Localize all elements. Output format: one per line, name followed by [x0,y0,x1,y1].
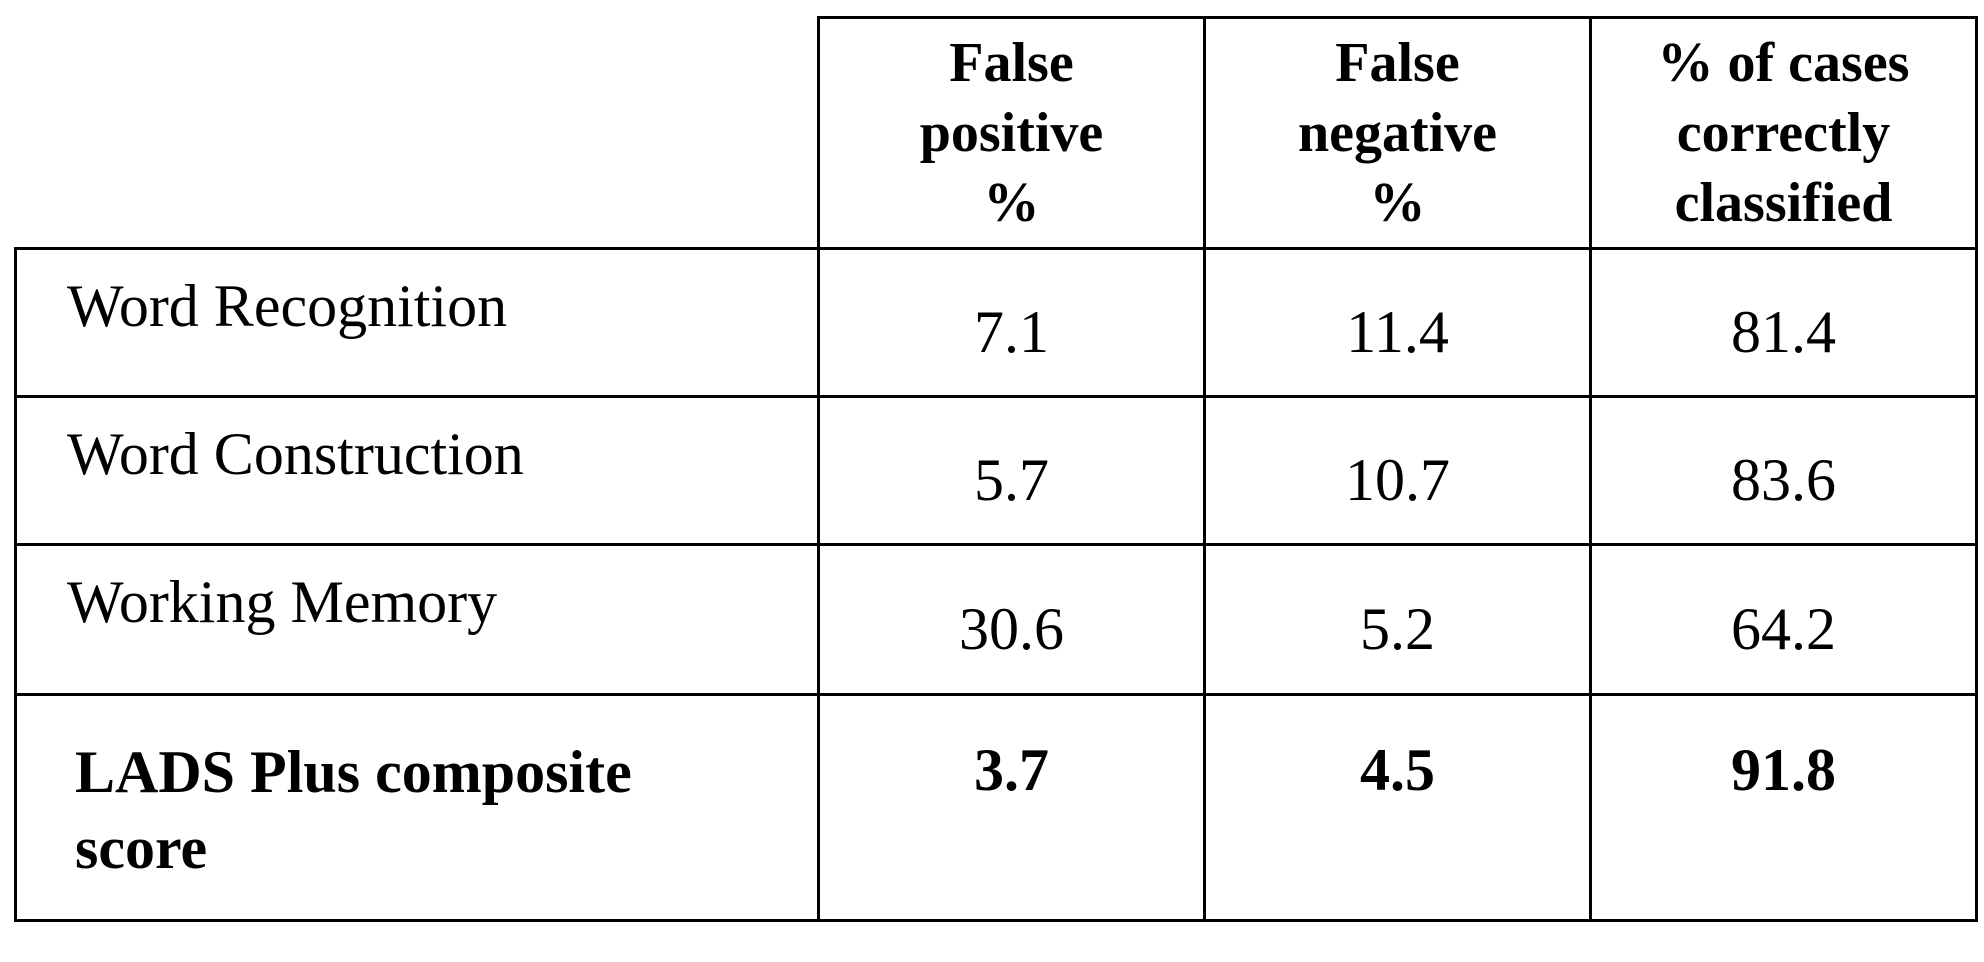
header-false-positive: False positive % [817,16,1206,250]
table-row-word-recognition: Word Recognition 7.1 11.4 81.4 [14,247,1978,398]
row-label-line: LADS Plus composite [75,739,632,805]
correctly-classified-value: 91.8 [1589,693,1978,922]
false-negative-value: 4.5 [1203,693,1592,922]
false-positive-value: 7.1 [817,247,1206,398]
false-positive-value: 5.7 [817,395,1206,546]
results-table: False positive % False negative % % of c… [14,16,1978,922]
false-negative-value: 10.7 [1203,395,1592,546]
false-negative-value: 11.4 [1203,247,1592,398]
empty-corner-cell [15,17,820,250]
row-label-line: score [75,815,208,881]
row-label: Working Memory [14,543,820,696]
row-label: LADS Plus composite score [14,693,820,922]
table-row-lads-plus-composite: LADS Plus composite score 3.7 4.5 91.8 [14,693,1978,922]
row-label: Word Construction [14,395,820,546]
row-label: Word Recognition [14,247,820,398]
false-positive-value: 3.7 [817,693,1206,922]
correctly-classified-value: 81.4 [1589,247,1978,398]
table-row-word-construction: Word Construction 5.7 10.7 83.6 [14,395,1978,546]
table-row-working-memory: Working Memory 30.6 5.2 64.2 [14,543,1978,696]
correctly-classified-value: 83.6 [1589,395,1978,546]
false-negative-value: 5.2 [1203,543,1592,696]
header-false-negative: False negative % [1203,16,1592,250]
header-row: False positive % False negative % % of c… [15,16,1978,250]
false-positive-value: 30.6 [817,543,1206,696]
correctly-classified-value: 64.2 [1589,543,1978,696]
header-correctly-classified: % of cases correctly classified [1589,16,1978,250]
